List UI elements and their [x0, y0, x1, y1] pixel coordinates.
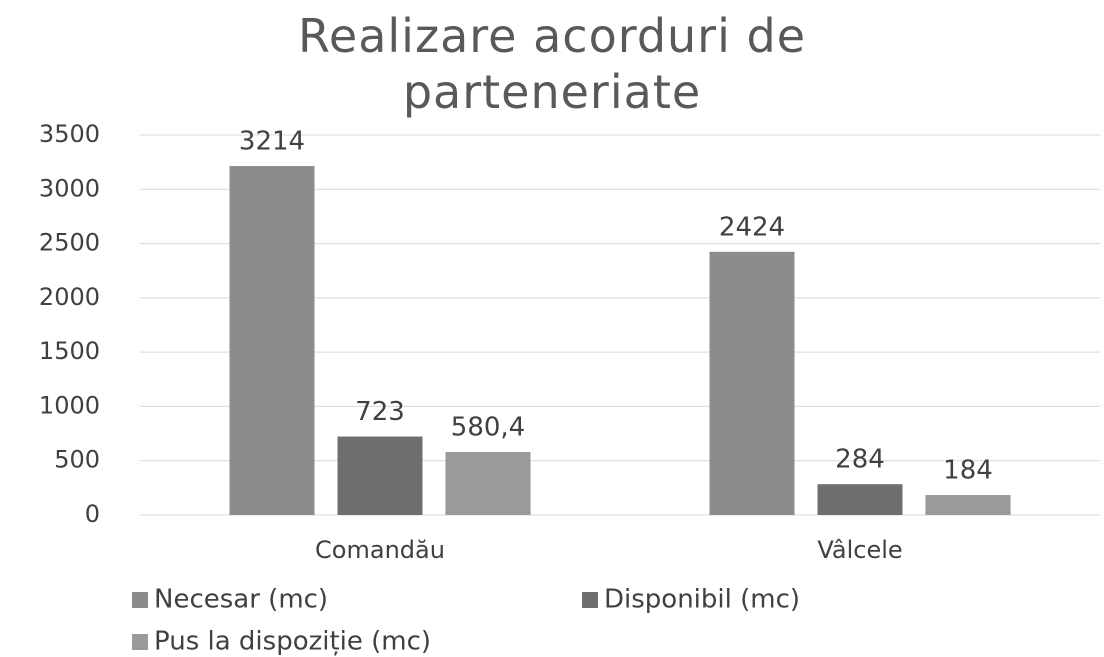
y-tick-label: 1000 — [39, 391, 100, 419]
legend-swatch — [132, 634, 148, 650]
bar — [229, 166, 315, 515]
legend-label: Pus la dispoziție (mc) — [154, 627, 431, 657]
legend-swatch — [132, 592, 148, 608]
data-label: 2424 — [719, 212, 785, 242]
y-tick-label: 2500 — [39, 229, 100, 257]
x-tick-label: Vâlcele — [817, 536, 902, 564]
bar — [337, 436, 423, 515]
x-tick-label: Comandău — [315, 536, 445, 564]
y-tick-label: 1500 — [39, 337, 100, 365]
y-tick-label: 2000 — [39, 283, 100, 311]
y-tick-label: 3000 — [39, 174, 100, 202]
bar — [817, 484, 903, 515]
data-label: 184 — [943, 456, 993, 486]
chart-title: Realizare acorduri de parteneriate — [298, 9, 806, 119]
bar — [709, 251, 795, 515]
data-label: 723 — [355, 397, 405, 427]
legend-label: Necesar (mc) — [154, 585, 328, 615]
bar — [445, 451, 531, 515]
bar — [925, 495, 1011, 515]
legend-swatch — [582, 592, 598, 608]
y-tick-label: 500 — [54, 446, 100, 474]
data-label: 3214 — [239, 127, 305, 157]
data-label: 284 — [835, 445, 885, 475]
y-tick-label: 3500 — [39, 120, 100, 148]
y-tick-label: 0 — [85, 500, 100, 528]
data-label: 580,4 — [451, 412, 525, 442]
legend-label: Disponibil (mc) — [604, 585, 800, 615]
